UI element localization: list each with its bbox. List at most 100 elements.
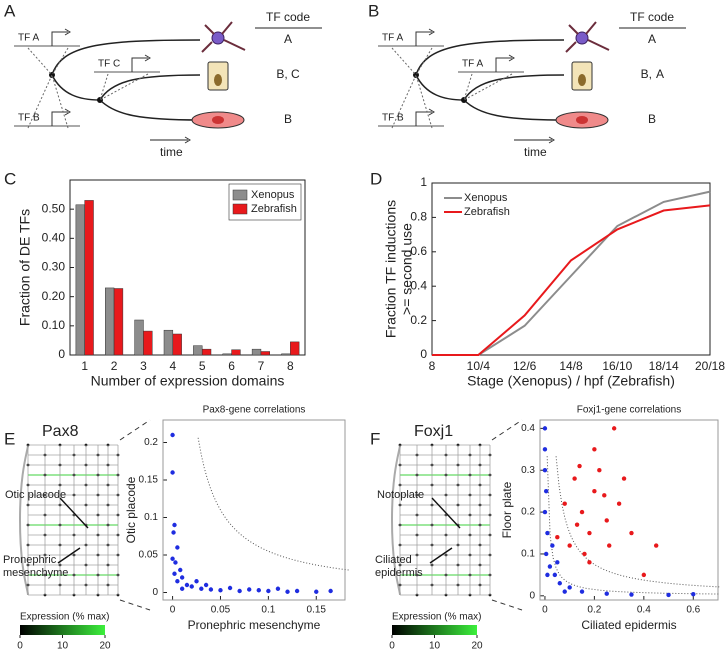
x-axis-label: Pronephric mesenchyme bbox=[188, 618, 321, 632]
bar bbox=[75, 204, 85, 356]
y-tick-label: 0.8 bbox=[410, 210, 427, 224]
point bbox=[574, 522, 580, 527]
x-axis-label: Number of expression domains bbox=[91, 373, 285, 389]
x-tick-label: 0.05 bbox=[211, 605, 231, 616]
y-tick-label: 0.20 bbox=[42, 289, 66, 303]
bar bbox=[193, 345, 203, 356]
colorbar-tick-label: 0 bbox=[389, 641, 395, 652]
x-tick-label: 1 bbox=[81, 359, 88, 373]
point bbox=[550, 543, 555, 548]
legend-swatch bbox=[232, 203, 248, 215]
legend-label: Xenopus bbox=[251, 189, 295, 201]
tree-annotation: mesenchyme bbox=[3, 567, 68, 579]
decoration bbox=[184, 136, 191, 144]
point bbox=[170, 470, 175, 475]
panel-letter: D bbox=[370, 169, 382, 188]
decoration bbox=[20, 625, 105, 635]
tf-code: A bbox=[648, 32, 656, 46]
legend-swatch bbox=[232, 189, 248, 201]
decoration bbox=[463, 73, 473, 101]
x-tick-label: 12/6 bbox=[513, 359, 537, 373]
x-tick-label: 7 bbox=[258, 359, 265, 373]
decoration bbox=[391, 47, 417, 76]
legend-label: Zebrafish bbox=[464, 206, 510, 218]
y-axis-label: Fraction of DE TFs bbox=[17, 209, 33, 326]
point bbox=[567, 585, 572, 590]
tf-code: A bbox=[284, 32, 292, 46]
y-tick-label: 0 bbox=[58, 347, 65, 361]
decoration bbox=[197, 437, 350, 571]
point bbox=[592, 447, 597, 452]
x-tick-label: 4 bbox=[169, 359, 176, 373]
tree-annotation: Otic placode bbox=[5, 489, 66, 501]
decoration bbox=[415, 74, 465, 101]
decoration bbox=[391, 74, 417, 129]
decoration bbox=[99, 73, 109, 101]
point bbox=[208, 587, 214, 592]
y-tick-label: 0.3 bbox=[521, 465, 535, 476]
point bbox=[184, 582, 190, 588]
point bbox=[653, 543, 659, 548]
panel-letter: F bbox=[370, 429, 380, 448]
y-tick-label: 1 bbox=[420, 175, 427, 189]
gene-name: Foxj1 bbox=[414, 423, 453, 440]
x-tick-label: 18/14 bbox=[649, 359, 679, 373]
point bbox=[172, 522, 177, 528]
point bbox=[587, 530, 592, 536]
bar bbox=[222, 353, 232, 356]
colorbar-tick-label: 10 bbox=[57, 641, 69, 652]
tf-label: TF C bbox=[98, 59, 120, 70]
point bbox=[604, 591, 609, 596]
y-axis-label: Floor plate bbox=[500, 481, 514, 538]
point bbox=[237, 588, 242, 594]
decoration bbox=[576, 116, 588, 124]
x-axis-label: Ciliated epidermis bbox=[581, 618, 676, 632]
point bbox=[545, 530, 550, 536]
x-tick-label: 8 bbox=[429, 359, 436, 373]
colorbar-tick-label: 20 bbox=[471, 641, 483, 652]
point bbox=[543, 488, 549, 494]
bar bbox=[290, 341, 300, 356]
bar bbox=[281, 353, 291, 356]
tf-code: B bbox=[284, 112, 292, 126]
point bbox=[543, 551, 549, 557]
x-tick-label: 20/18 bbox=[695, 359, 725, 373]
point bbox=[621, 476, 627, 481]
decoration bbox=[508, 54, 515, 62]
point bbox=[179, 575, 185, 580]
decoration bbox=[211, 31, 225, 45]
x-tick-label: 5 bbox=[199, 359, 206, 373]
bar bbox=[260, 351, 270, 356]
point bbox=[247, 587, 252, 592]
point bbox=[629, 592, 634, 597]
line bbox=[432, 204, 711, 356]
x-tick-label: 10/4 bbox=[467, 359, 491, 373]
decoration bbox=[463, 99, 565, 121]
decoration bbox=[51, 47, 69, 76]
point bbox=[172, 571, 177, 576]
legend-label: Xenopus bbox=[464, 192, 508, 204]
x-tick-label: 0.4 bbox=[637, 605, 651, 616]
panel-letter: B bbox=[368, 1, 379, 20]
point bbox=[179, 586, 185, 591]
decoration bbox=[162, 419, 346, 601]
x-tick-label: 0.2 bbox=[587, 605, 601, 616]
point bbox=[582, 551, 587, 557]
y-tick-label: 0.4 bbox=[410, 278, 427, 292]
point bbox=[285, 589, 290, 594]
colorbar-tick-label: 10 bbox=[429, 641, 441, 652]
x-tick-label: 2 bbox=[111, 359, 118, 373]
point bbox=[577, 463, 582, 469]
panel-letter: E bbox=[4, 429, 15, 448]
decoration bbox=[415, 47, 433, 76]
point bbox=[666, 592, 671, 598]
point bbox=[203, 582, 209, 588]
x-tick-label: 14/8 bbox=[559, 359, 583, 373]
bar bbox=[105, 287, 115, 356]
bar bbox=[231, 349, 241, 356]
point bbox=[542, 468, 548, 473]
bar bbox=[251, 348, 262, 356]
point bbox=[314, 589, 319, 594]
y-tick-label: 0.1 bbox=[521, 549, 535, 560]
